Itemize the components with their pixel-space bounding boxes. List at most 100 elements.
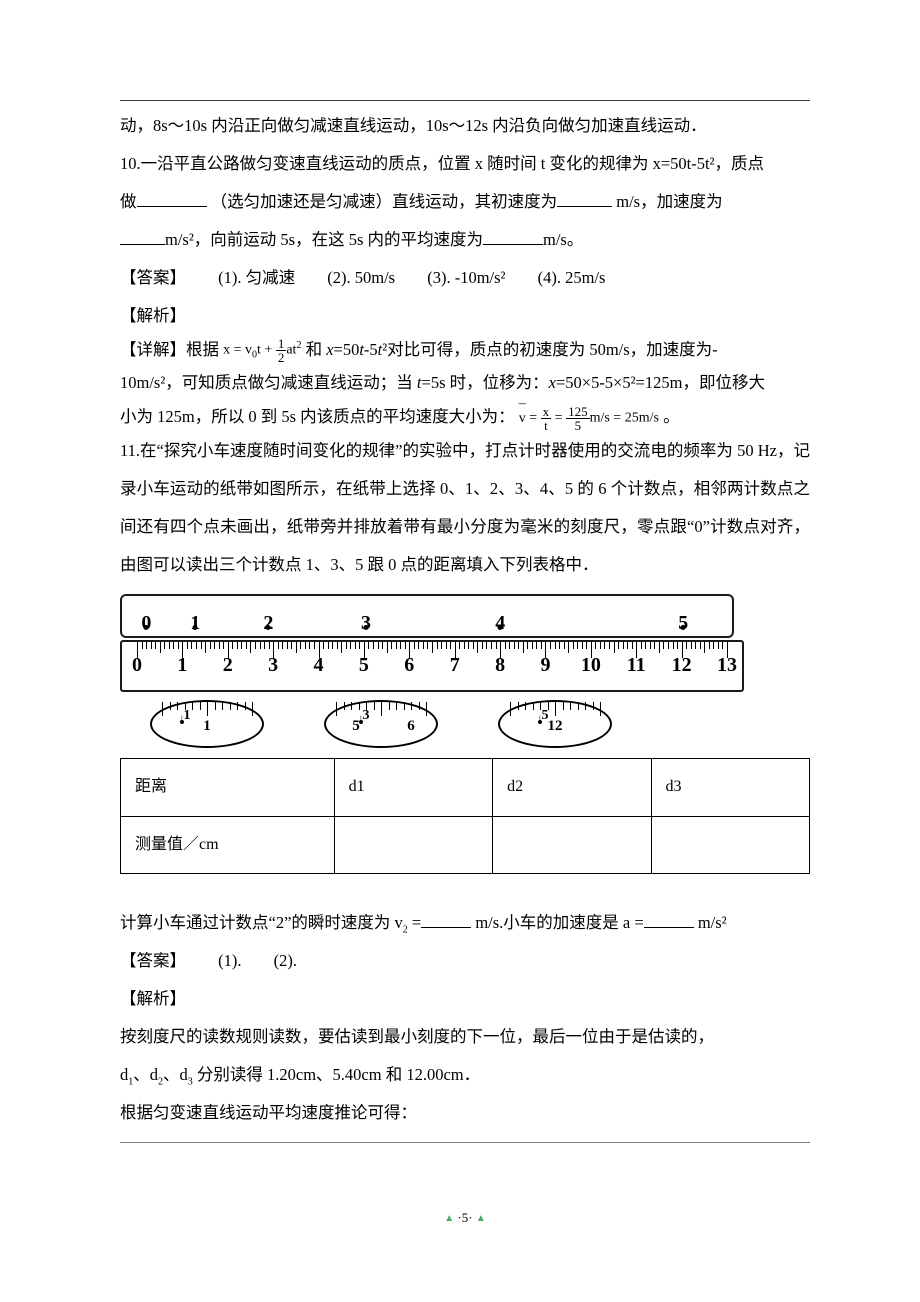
ruler: 012345678910111213 — [120, 640, 744, 692]
table-row: 测量值／cm — [121, 816, 810, 874]
zoom-tick — [374, 702, 375, 710]
tape-dot — [193, 625, 198, 630]
cell-d1: d1 — [334, 758, 492, 816]
ruler-tick — [427, 642, 428, 649]
ruler-tick — [418, 642, 419, 649]
tape-dot — [266, 625, 271, 630]
ruler-number: 13 — [717, 642, 737, 688]
zoom-number: 1 — [203, 709, 211, 744]
down-arrow-icon: ↓ — [179, 705, 185, 733]
ruler-tick — [695, 642, 696, 649]
blank — [483, 227, 543, 245]
ruler-tick — [355, 642, 356, 649]
ruler-tick — [142, 642, 143, 649]
zoom-tick — [230, 702, 231, 710]
ruler-tick — [446, 642, 447, 649]
cell-empty — [334, 816, 492, 874]
tape-label: 0 — [141, 600, 151, 646]
ruler-tick — [482, 642, 483, 649]
formula-2: v¯ = xt = 1255m/s = 25m/s — [519, 405, 659, 432]
ruler-tick — [459, 642, 460, 649]
ruler-tick — [691, 642, 692, 649]
zoom-tick — [177, 702, 178, 710]
ruler-tick — [518, 642, 519, 649]
ruler-tick — [509, 642, 510, 649]
ruler-number: 6 — [404, 642, 414, 688]
dc1: 10m/s²，可知质点做匀减速直线运动；当 — [120, 373, 417, 392]
ans4: (4). 25m/s — [538, 268, 606, 287]
ruler-tick — [709, 642, 710, 649]
ruler-tick — [423, 642, 424, 649]
ruler-tick — [169, 642, 170, 649]
zoom-tick — [192, 702, 193, 710]
zoom-tick — [222, 702, 223, 710]
dc2: =5s 时，位移为： — [422, 373, 549, 392]
l2a: d — [120, 1065, 128, 1084]
ruler-tick — [255, 642, 256, 649]
ruler-tick — [232, 642, 233, 649]
formula-1: x = v0t + 12at2 — [223, 337, 301, 364]
tape-label: 2 — [263, 600, 273, 646]
ruler-tick — [595, 642, 596, 649]
blank — [557, 189, 612, 207]
ruler-tick — [337, 642, 338, 649]
ruler-tick — [260, 642, 261, 649]
ruler-tick — [555, 642, 556, 649]
ruler-tick — [160, 642, 161, 653]
ruler-tick — [400, 642, 401, 649]
ruler-tick — [151, 642, 152, 649]
tape-dot — [144, 625, 149, 630]
ruler-tick — [514, 642, 515, 649]
db3: -5 — [364, 340, 378, 359]
zoom-tick — [344, 702, 345, 710]
q10-stem-blanks: 做 （选匀加速还是匀减速）直线运动，其初速度为 m/s，加速度为 — [120, 183, 810, 221]
ruler-tick — [282, 642, 283, 649]
ruler-number: 8 — [495, 642, 505, 688]
l2c: 、d — [163, 1065, 188, 1084]
tape-dot — [498, 625, 503, 630]
q11-answer: 【答案】 (1). (2). — [120, 942, 810, 980]
tape-dot — [364, 625, 369, 630]
cell-empty — [493, 816, 651, 874]
zoom-tick — [578, 702, 579, 710]
detail-a: 【详解】根据 — [120, 340, 219, 359]
ruler-number: 10 — [581, 642, 601, 688]
dc3: =50×5-5×5²=125m，即位移大 — [556, 373, 765, 392]
ruler-tick — [713, 642, 714, 649]
ruler-tick — [391, 642, 392, 649]
tape-label: 4 — [495, 600, 505, 646]
ruler-tick — [505, 642, 506, 649]
zoom-tick — [510, 702, 511, 716]
ruler-number: 1 — [177, 642, 187, 688]
dcx: x — [549, 373, 556, 392]
q11-line3: 根据匀变速直线运动平均速度推论可得： — [120, 1094, 810, 1132]
ruler-tick — [414, 642, 415, 649]
ruler-tick — [491, 642, 492, 649]
ruler-tick — [577, 642, 578, 649]
tape-label: 3 — [361, 600, 371, 646]
cell-empty — [651, 816, 809, 874]
ruler-tick — [618, 642, 619, 649]
db1: 和 — [306, 340, 327, 359]
ruler-tick — [468, 642, 469, 649]
q11-line1: 按刻度尺的读数规则读数，要估读到最小刻度的下一位，最后一位由于是估读的， — [120, 1018, 810, 1056]
q10-jiexi: 【解析】 — [120, 297, 810, 335]
ruler-tick — [332, 642, 333, 649]
ruler-tick — [219, 642, 220, 649]
ruler-tick — [287, 642, 288, 649]
answer-label: 【答案】 — [120, 268, 186, 287]
zoom-tick — [381, 702, 382, 716]
triangle-icon: ▲ — [444, 1207, 454, 1230]
q10-answer: 【答案】 (1). 匀减速 (2). 50m/s (3). -10m/s² (4… — [120, 259, 810, 297]
ruler-tick — [700, 642, 701, 649]
top-rule — [120, 100, 810, 101]
down-arrow-icon: ↓ — [358, 705, 364, 733]
blank — [644, 911, 694, 929]
ruler-tick — [564, 642, 565, 649]
zoom-tick — [252, 702, 253, 716]
blank — [120, 227, 165, 245]
q10-stem1: 10.一沿平直公路做匀变速直线运动的质点，位置 x 随时间 t 变化的规律为 x… — [120, 145, 810, 183]
tape-label: 5 — [678, 600, 688, 646]
cb: m/s² — [694, 913, 727, 932]
ruler-tick — [382, 642, 383, 649]
